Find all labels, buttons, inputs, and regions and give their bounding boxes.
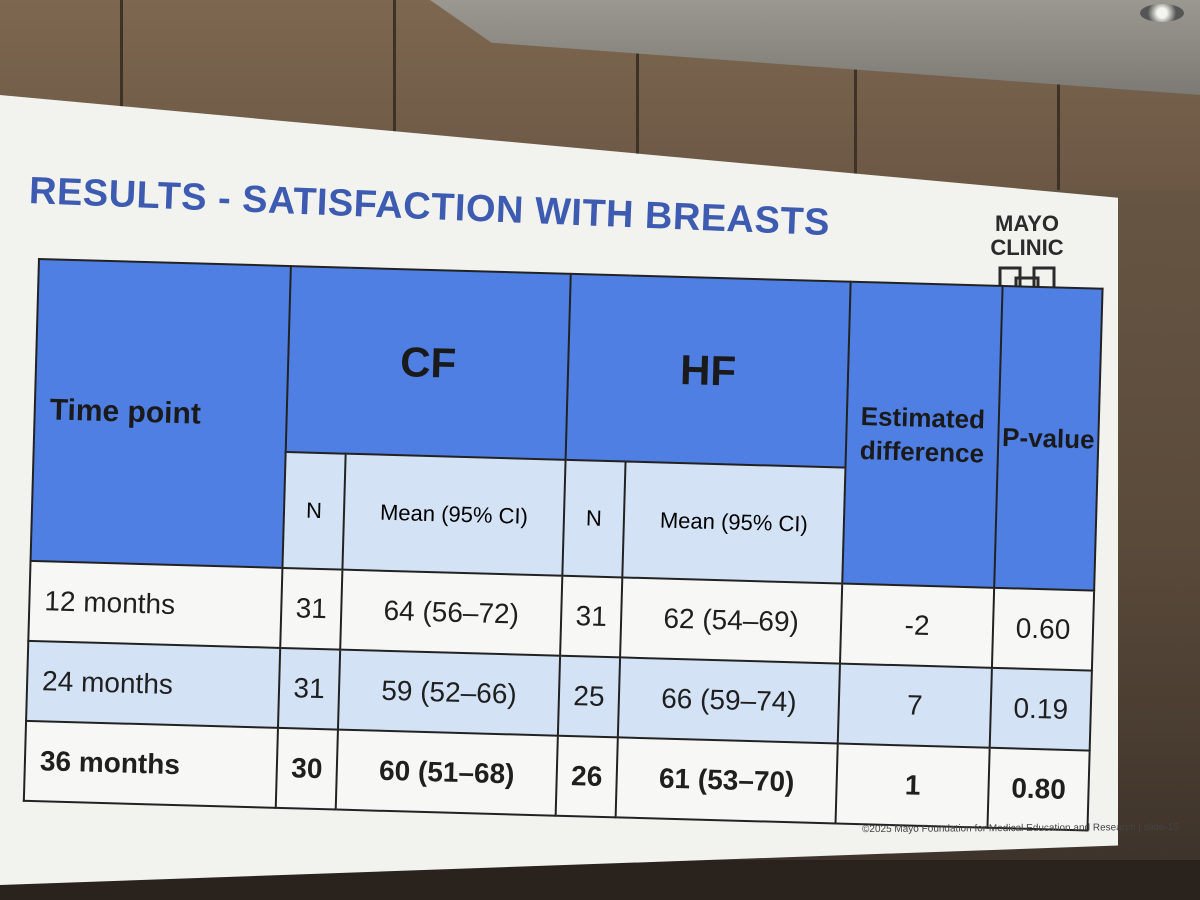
cf-mean-cell: 64 (56–72) [340, 569, 563, 656]
header-estimated-difference: Estimated difference [842, 281, 1003, 588]
results-table: Time point CF HF Estimated difference P-… [23, 258, 1104, 832]
p-value-cell: 0.19 [989, 667, 1092, 751]
time-point-cell: 36 months [23, 720, 278, 808]
header-cf-mean: Mean (95% CI) [342, 453, 566, 576]
p-value-cell: 0.60 [991, 587, 1095, 671]
time-point-cell: 12 months [28, 560, 283, 648]
logo-line-1: MAYO [995, 211, 1059, 236]
results-table-wrapper: Time point CF HF Estimated difference P-… [23, 258, 1104, 832]
header-time-point: Time point [30, 259, 291, 568]
cf-n-cell: 31 [277, 647, 341, 730]
slide-footer: ©2025 Mayo Foundation for Medical Educat… [861, 821, 1179, 836]
cf-mean-cell: 59 (52–66) [337, 649, 561, 736]
header-cf-n: N [282, 452, 346, 570]
p-value-cell: 0.80 [987, 747, 1090, 831]
logo-line-2: CLINIC [990, 235, 1064, 260]
header-hf: HF [565, 273, 851, 468]
hf-n-cell: 31 [560, 575, 623, 658]
difference-cell: 7 [837, 663, 992, 748]
hf-n-cell: 26 [555, 735, 618, 818]
cf-mean-cell: 60 (51–68) [335, 729, 558, 816]
hf-mean-cell: 62 (54–69) [620, 577, 843, 664]
cf-n-cell: 31 [280, 567, 343, 650]
hf-n-cell: 25 [557, 655, 621, 738]
time-point-cell: 24 months [26, 640, 281, 728]
header-hf-n: N [562, 459, 626, 578]
hf-mean-cell: 66 (59–74) [617, 657, 840, 744]
header-hf-mean: Mean (95% CI) [622, 461, 846, 584]
difference-cell: 1 [835, 743, 990, 828]
header-p-value: P-value [994, 285, 1103, 591]
difference-cell: -2 [839, 583, 995, 668]
ceiling-light [1140, 4, 1184, 22]
header-cf: CF [285, 266, 571, 460]
hf-mean-cell: 61 (53–70) [615, 737, 838, 824]
cf-n-cell: 30 [275, 727, 338, 810]
